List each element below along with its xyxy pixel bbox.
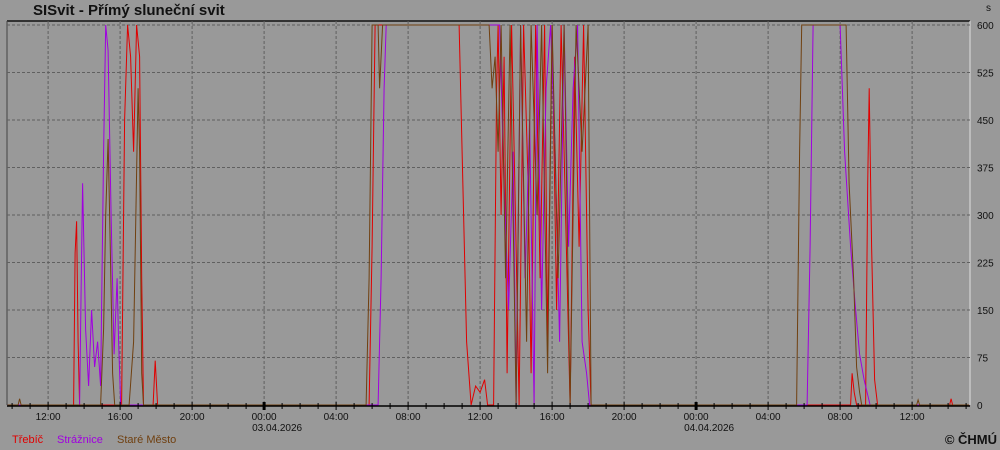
y-tick-label: 0 — [977, 401, 983, 412]
y-tick-label: 600 — [977, 21, 994, 32]
y-tick-label: 300 — [977, 211, 994, 222]
x-date-label: 04.04.2026 — [684, 423, 734, 434]
x-tick-label: 12:00 — [36, 412, 61, 423]
y-axis-unit: s — [986, 3, 991, 14]
x-tick-label: 00:00 — [252, 412, 277, 423]
y-tick-label: 150 — [977, 306, 994, 317]
chart-title: SISvit - Přímý sluneční svit — [33, 2, 225, 19]
y-tick-label: 525 — [977, 69, 994, 80]
x-tick-label: 16:00 — [108, 412, 133, 423]
legend-item-trebic: Třebíč — [12, 434, 44, 446]
x-tick-label: 20:00 — [180, 412, 205, 423]
series-line-2 — [7, 24, 970, 406]
legend-item-straznice: Strážnice — [57, 434, 103, 446]
x-tick-label: 20:00 — [612, 412, 637, 423]
y-tick-label: 375 — [977, 164, 994, 175]
legend-item-stare-mesto: Staré Město — [117, 434, 177, 446]
x-date-label: 03.04.2026 — [252, 423, 302, 434]
x-tick-label: 12:00 — [468, 412, 493, 423]
series-line-0 — [7, 24, 970, 406]
x-tick-label: 00:00 — [684, 412, 709, 423]
y-tick-label: 75 — [977, 354, 989, 365]
y-tick-label: 225 — [977, 259, 994, 270]
x-tick-label: 04:00 — [324, 412, 349, 423]
x-tick-label: 08:00 — [396, 412, 421, 423]
x-tick-label: 04:00 — [756, 412, 781, 423]
x-tick-label: 12:00 — [900, 412, 925, 423]
x-tick-label: 16:00 — [540, 412, 565, 423]
copyright: © ČHMÚ — [944, 432, 997, 447]
x-tick-label: 08:00 — [828, 412, 853, 423]
y-tick-label: 450 — [977, 116, 994, 127]
